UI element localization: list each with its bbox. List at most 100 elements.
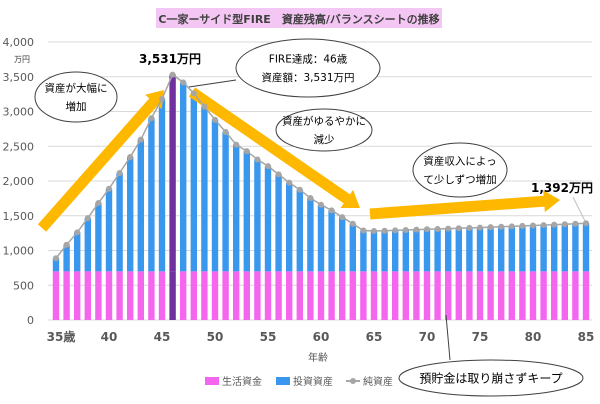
bar-living-funds (201, 271, 208, 320)
bar-investment-assets (169, 74, 176, 272)
bar-living-funds (137, 271, 144, 320)
bar-living-funds (381, 271, 388, 320)
callout-text: FIRE達成：46歳 (269, 54, 348, 66)
bar-living-funds (52, 271, 60, 320)
title-background (156, 8, 442, 28)
bar-living-funds (349, 271, 356, 320)
net-assets-point (106, 185, 112, 192)
net-assets-point (551, 221, 558, 228)
net-assets-point (254, 156, 261, 163)
net-assets-point (455, 225, 462, 232)
bar-investment-assets (307, 198, 314, 272)
net-assets-point (222, 129, 229, 136)
bar-investment-assets (254, 159, 261, 272)
bar-living-funds (180, 271, 187, 320)
legend-swatch (205, 377, 219, 385)
net-assets-point (233, 141, 240, 148)
bar-investment-assets (392, 230, 399, 272)
bar-investment-assets (487, 227, 494, 272)
net-assets-point (434, 225, 441, 232)
net-assets-point (360, 227, 367, 234)
bar-investment-assets (349, 223, 356, 272)
bar-living-funds (233, 271, 240, 320)
bar-living-funds (572, 271, 579, 320)
data-label-end: 1,392万円 (531, 181, 593, 195)
net-assets-point (95, 200, 102, 207)
net-assets-point (349, 220, 356, 227)
bar-living-funds (296, 271, 303, 320)
net-assets-point (74, 229, 81, 236)
bar-investment-assets (222, 132, 229, 272)
net-assets-point (63, 241, 70, 248)
data-label-peak: 3,531万円 (139, 52, 201, 66)
x-tick-label: 45 (154, 330, 171, 344)
net-assets-point (540, 222, 547, 229)
bar-investment-assets (445, 228, 452, 272)
bar-living-funds (222, 271, 229, 320)
bar-investment-assets (127, 156, 134, 272)
y-tick-label: 0 (27, 314, 34, 327)
bar-investment-assets (211, 119, 219, 272)
callout-leader (188, 79, 237, 88)
net-assets-point (424, 226, 430, 233)
bar-living-funds (84, 271, 91, 320)
bar-living-funds (466, 271, 473, 320)
bar-investment-assets (455, 228, 462, 272)
x-axis-label: 年齢 (308, 351, 328, 364)
legend-label: 生活資金 (222, 375, 262, 388)
net-assets-point (148, 115, 155, 122)
net-assets-point (265, 163, 271, 170)
callout-text: 増加 (66, 100, 87, 113)
net-assets-point (275, 171, 282, 178)
y-tick-label: 1,500 (3, 210, 35, 223)
bar-living-funds (275, 271, 282, 320)
bar-living-funds (254, 271, 261, 320)
bar-living-funds (63, 271, 70, 320)
data-label-leader (572, 196, 586, 222)
net-assets-point (466, 224, 473, 231)
bar-investment-assets (317, 204, 325, 272)
y-tick-label: 1,000 (3, 245, 35, 258)
bar-living-funds (339, 271, 346, 320)
net-assets-point (392, 227, 399, 234)
bar-living-funds (519, 271, 526, 320)
bar-investment-assets (572, 223, 579, 272)
bar-investment-assets (551, 224, 558, 272)
bar-living-funds (328, 271, 335, 320)
net-assets-point (328, 207, 335, 214)
bar-living-funds (529, 271, 537, 320)
bar-investment-assets (63, 244, 70, 272)
bar-living-funds (445, 271, 452, 320)
bar-living-funds (95, 271, 102, 320)
net-assets-point (307, 195, 314, 202)
callout-bubble (398, 359, 584, 397)
bar-investment-assets (243, 151, 250, 272)
bar-investment-assets (508, 226, 515, 272)
bar-living-funds (127, 271, 134, 320)
callout-bubble (412, 142, 508, 198)
bar-living-funds (582, 271, 590, 320)
net-assets-point (583, 220, 589, 227)
bar-living-funds (508, 271, 515, 320)
bar-investment-assets (402, 229, 409, 272)
x-tick-label: 50 (207, 330, 224, 344)
x-tick-label: 80 (525, 330, 542, 344)
x-tick-label: 85 (578, 330, 595, 344)
trend-arrow (188, 87, 360, 208)
bar-living-funds (307, 271, 314, 320)
bar-living-funds (370, 271, 378, 320)
bar-investment-assets (264, 166, 272, 272)
legend-swatch (276, 377, 290, 385)
callout-text: 資産額：3,531万円 (261, 71, 354, 84)
y-tick-label: 4,000 (3, 36, 35, 49)
bar-investment-assets (529, 225, 537, 272)
net-assets-point (371, 228, 377, 235)
net-assets-point (508, 223, 515, 230)
bar-living-funds (455, 271, 462, 320)
bar-investment-assets (339, 217, 346, 272)
x-tick-label: 65 (366, 330, 383, 344)
bar-investment-assets (498, 226, 505, 272)
bar-living-funds (434, 271, 441, 320)
callout-text: 資産がゆるやかに (282, 115, 366, 128)
